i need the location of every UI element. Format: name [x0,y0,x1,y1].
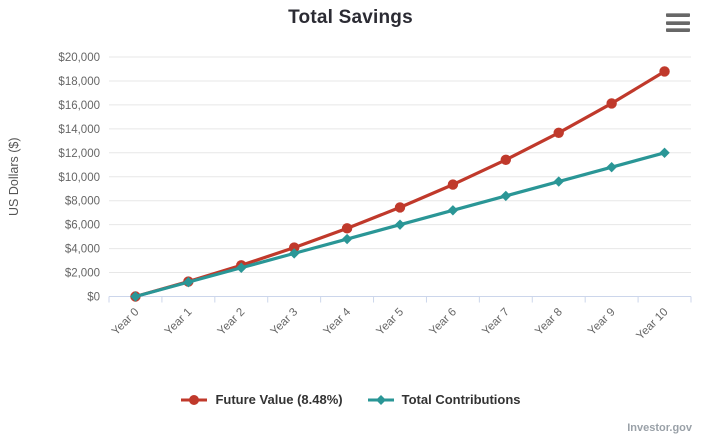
data-point[interactable] [288,242,300,253]
data-point[interactable] [606,161,617,173]
x-tick-label: Year 5 [374,306,406,338]
x-tick-label: Year 10 [634,306,670,342]
legend-marker [375,394,386,405]
hamburger-bar [666,20,690,25]
chart-title: Total Savings [288,7,413,28]
data-point[interactable] [130,291,141,302]
y-tick-label: $8,000 [65,196,100,208]
legend-item-total-contributions[interactable]: Total Contributions [367,392,521,407]
legend-label: Total Contributions [401,392,521,407]
legend-label: Future Value (8.48%) [215,392,343,407]
x-tick-label: Year 7 [480,306,512,338]
data-point[interactable] [500,154,512,165]
data-point[interactable] [553,127,564,139]
y-tick-label: $0 [87,292,100,304]
x-tick-label: Year 6 [427,306,459,338]
x-tick-label: Year 9 [586,306,618,338]
y-tick-label: $12,000 [58,148,100,160]
y-tick-label: $10,000 [58,172,100,184]
legend-marker [189,394,200,405]
x-tick-label: Year 4 [322,306,354,338]
data-point[interactable] [288,248,300,259]
diamond-line-legend-icon [367,394,394,405]
data-point[interactable] [447,179,459,190]
y-tick-label: $14,000 [58,124,100,136]
data-point[interactable] [606,98,617,109]
circle-line-legend-icon [181,394,208,405]
data-point[interactable] [236,262,247,273]
y-tick-label: $2,000 [65,268,100,280]
data-point[interactable] [500,190,512,202]
data-point[interactable] [394,202,406,213]
hamburger-bar [666,28,690,32]
chart-legend: Future Value (8.48%) Total Contributions [0,392,701,407]
data-point[interactable] [394,219,406,230]
data-point[interactable] [341,223,353,234]
watermark-text: Investor.gov [627,422,692,434]
y-axis-title: US Dollars ($) [7,138,21,217]
hamburger-bar [666,13,690,17]
data-point[interactable] [447,205,459,216]
data-point[interactable] [659,66,670,77]
hamburger-menu-icon[interactable] [666,13,690,32]
data-point[interactable] [659,147,670,158]
x-tick-label: Year 0 [110,306,142,338]
y-tick-label: $20,000 [58,52,100,64]
y-tick-label: $18,000 [58,76,100,88]
x-tick-label: Year 8 [533,306,565,338]
data-point[interactable] [341,233,353,245]
x-tick-label: Year 2 [216,306,248,338]
legend-item-future-value[interactable]: Future Value (8.48%) [180,392,343,407]
y-tick-label: $4,000 [65,244,100,256]
data-point[interactable] [183,276,194,288]
y-tick-label: $16,000 [58,100,100,112]
x-tick-label: Year 1 [163,306,195,338]
data-point[interactable] [553,176,564,187]
x-tick-label: Year 3 [269,306,301,338]
y-tick-label: $6,000 [65,220,100,232]
chart-canvas: $0 $2,000 $4,000 $6,000 $8,000 $10,000 $12,000… [7,52,692,342]
